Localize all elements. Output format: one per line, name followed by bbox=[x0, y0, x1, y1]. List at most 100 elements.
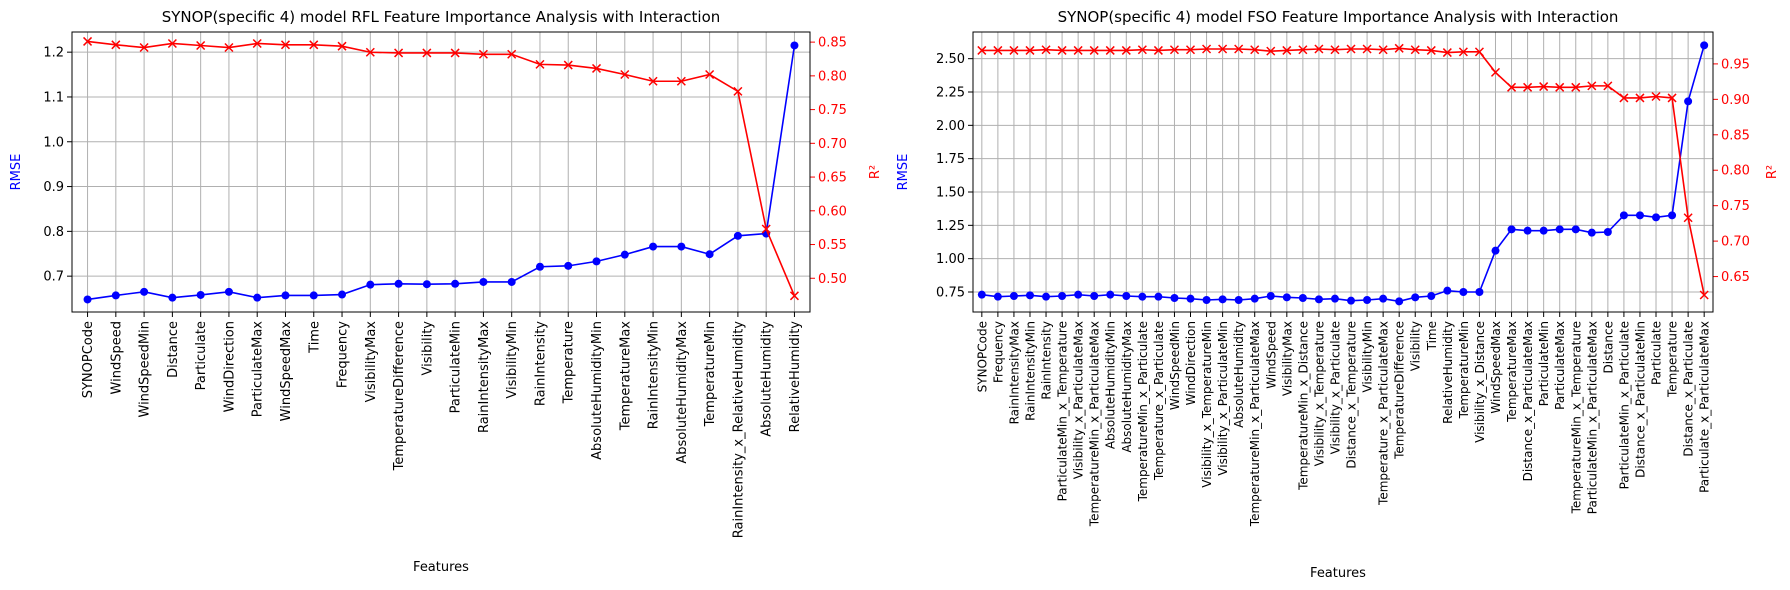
data-point bbox=[620, 69, 630, 80]
chart-title: SYNOP(specific 4) model FSO Feature Impo… bbox=[1058, 8, 1619, 26]
data-point bbox=[309, 291, 318, 300]
data-point bbox=[1651, 91, 1661, 102]
x-tick-label: Time bbox=[307, 321, 322, 354]
x-axis-label: Features bbox=[413, 560, 469, 575]
x-tick-label: TemperatureDifference bbox=[392, 321, 407, 471]
data-point bbox=[1523, 226, 1532, 235]
data-point bbox=[111, 291, 120, 300]
y-axis-label-right: R² bbox=[868, 165, 883, 179]
data-point bbox=[1266, 292, 1275, 300]
series-r2 bbox=[83, 36, 799, 301]
x-tick-label: WindDirection bbox=[1184, 321, 1198, 405]
data-point bbox=[507, 277, 516, 286]
data-point bbox=[591, 63, 602, 73]
chart-title: SYNOP(specific 4) model RFL Feature Impo… bbox=[162, 8, 721, 26]
x-tick-label: WindDirection bbox=[222, 321, 237, 412]
x-tick-label: Particulate bbox=[194, 321, 209, 390]
data-point bbox=[1507, 82, 1517, 92]
data-point bbox=[1667, 93, 1677, 103]
data-point bbox=[1458, 47, 1468, 57]
x-tick-label: Temperature_x_ParticulateMax bbox=[1377, 321, 1391, 506]
data-point bbox=[1619, 211, 1628, 220]
data-point bbox=[1058, 292, 1067, 300]
x-tick-label: Visibility_x_Temperature bbox=[1312, 321, 1326, 466]
data-point bbox=[1330, 294, 1339, 303]
y-tick-label-right: 0.65 bbox=[1721, 270, 1750, 285]
x-tick-label: ParticulateMin bbox=[449, 321, 464, 413]
data-point bbox=[338, 290, 347, 299]
y-axis-label-left: RMSE bbox=[896, 154, 911, 191]
x-tick-label: TemperatureMin_x_ParticulateMax bbox=[1248, 321, 1262, 527]
data-point bbox=[1652, 213, 1661, 222]
data-point bbox=[993, 292, 1002, 301]
x-tick-label: Visibility_x_Particulate bbox=[1328, 321, 1342, 454]
data-point bbox=[337, 41, 347, 51]
y-tick-label-left: 0.8 bbox=[43, 225, 64, 240]
y-tick-label-left: 2.25 bbox=[936, 86, 965, 101]
data-point bbox=[1170, 294, 1179, 302]
series-line bbox=[981, 47, 1705, 296]
data-point bbox=[1138, 292, 1147, 301]
data-point bbox=[1507, 225, 1516, 234]
x-tick-label: Visibility_x_Distance bbox=[1473, 321, 1487, 443]
data-point bbox=[111, 40, 121, 50]
x-tick-label: AbsoluteHumidity bbox=[1232, 321, 1246, 428]
data-point bbox=[196, 290, 205, 299]
x-tick-label: TemperatureMin_x_ParticulateMax bbox=[1088, 321, 1102, 527]
data-point bbox=[1122, 292, 1131, 300]
data-point bbox=[1009, 292, 1018, 300]
x-tick-label: Distance_x_Temperature bbox=[1345, 321, 1359, 469]
data-point bbox=[649, 242, 658, 251]
data-point bbox=[451, 279, 460, 288]
x-tick-label: Visibility bbox=[1409, 321, 1423, 371]
data-point bbox=[422, 280, 431, 289]
data-point bbox=[479, 277, 488, 286]
x-tick-label: AbsoluteHumidity bbox=[760, 321, 775, 437]
x-tick-label: WindSpeedMin bbox=[1168, 321, 1182, 410]
data-point bbox=[1234, 44, 1244, 54]
x-tick-label: SYNOPCode bbox=[975, 321, 989, 392]
data-point bbox=[224, 287, 233, 296]
data-point bbox=[1635, 211, 1644, 220]
x-tick-label: SYNOPCode bbox=[81, 321, 96, 398]
data-point bbox=[1603, 228, 1612, 236]
x-tick-label: Visibility_x_TemperatureMin bbox=[1200, 321, 1214, 488]
y-tick-label-left: 1.00 bbox=[936, 252, 965, 267]
data-point bbox=[252, 38, 262, 49]
data-point bbox=[1041, 45, 1051, 55]
data-point bbox=[1314, 44, 1324, 54]
plot-frame bbox=[71, 31, 811, 313]
x-tick-label: Distance_x_Particulate bbox=[1682, 321, 1696, 457]
y-tick-label-left: 1.50 bbox=[936, 186, 965, 201]
y-tick-label-left: 1.0 bbox=[43, 135, 64, 150]
data-point bbox=[1282, 45, 1292, 55]
data-point bbox=[1202, 296, 1211, 304]
data-point bbox=[1090, 292, 1099, 300]
data-point bbox=[1394, 43, 1404, 53]
data-point bbox=[1363, 296, 1372, 304]
x-tick-label: Particulate bbox=[1650, 321, 1664, 385]
data-point bbox=[507, 49, 517, 59]
data-point bbox=[1378, 45, 1388, 55]
y-tick-label-right: 0.75 bbox=[818, 103, 847, 118]
x-tick-label: RainIntensity bbox=[1040, 321, 1054, 400]
y-tick-label-left: 1.2 bbox=[43, 46, 64, 61]
data-point bbox=[394, 48, 404, 58]
y-tick-label-left: 1.1 bbox=[43, 90, 64, 105]
data-point bbox=[422, 48, 432, 58]
x-tick-label: RainIntensity bbox=[533, 321, 548, 406]
x-tick-label: WindSpeed bbox=[1264, 321, 1278, 389]
data-point bbox=[309, 40, 319, 50]
x-tick-label: TemperatureMax bbox=[618, 321, 633, 432]
data-point bbox=[196, 40, 206, 51]
data-point bbox=[733, 231, 742, 240]
y-tick-label-right: 0.60 bbox=[818, 204, 847, 219]
x-tick-label: RainIntensityMin bbox=[1023, 321, 1037, 421]
x-tick-label: WindSpeedMax bbox=[1489, 321, 1503, 414]
data-point bbox=[1218, 295, 1227, 304]
y-tick-label-right: 0.80 bbox=[1721, 164, 1750, 179]
series-rmse bbox=[977, 41, 1709, 306]
data-point bbox=[1025, 291, 1034, 300]
x-tick-label: RainIntensity_x_RelativeHumidity bbox=[731, 321, 746, 539]
data-point bbox=[1057, 45, 1067, 55]
